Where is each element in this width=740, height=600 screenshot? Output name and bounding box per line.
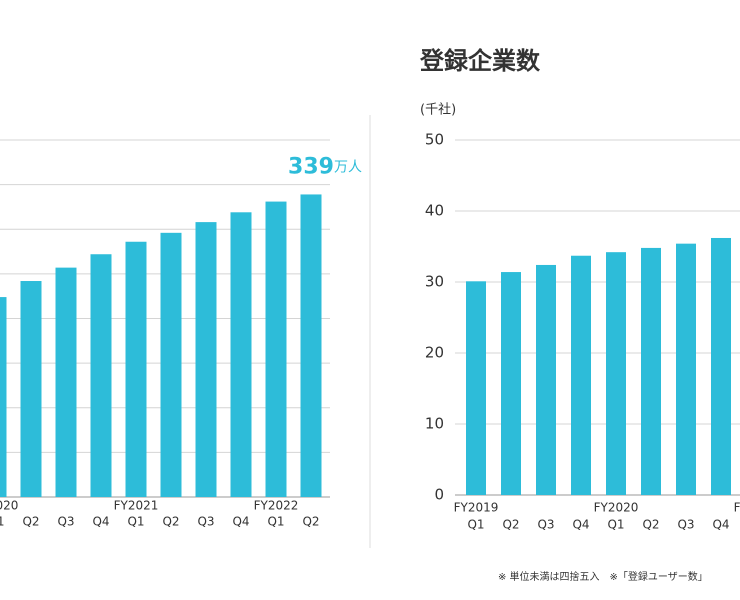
x-tick-label: Q2: [22, 515, 39, 529]
bar: [711, 237, 731, 496]
bar: [501, 272, 521, 495]
x-tick-label: Q1: [127, 515, 144, 529]
x-group-label: FY2021: [734, 501, 740, 515]
bar: [300, 194, 322, 497]
x-tick-label: Q4: [712, 518, 729, 532]
x-tick-label: Q2: [162, 515, 179, 529]
y-tick-label: 20: [425, 344, 444, 362]
x-group-label: FY2020: [0, 499, 18, 513]
y-tick-label: 10: [425, 415, 444, 433]
x-tick-label: Q3: [537, 518, 554, 532]
y-tick-label: 50: [425, 131, 444, 149]
x-tick-label: Q2: [502, 518, 519, 532]
x-group-label: FY2022: [254, 499, 299, 513]
x-group-label: FY2019: [454, 501, 499, 515]
footnote: ※ 単位未満は四捨五入 ※「登録ユーザー数」: [498, 570, 708, 583]
x-tick-label: Q4: [572, 518, 589, 532]
x-tick-label: Q1: [607, 518, 624, 532]
bar: [606, 252, 626, 495]
x-tick-label: Q4: [92, 515, 109, 529]
bar: [641, 247, 661, 495]
x-tick-label: Q3: [57, 515, 74, 529]
x-tick-label: Q1: [267, 515, 284, 529]
bar: [90, 254, 112, 497]
bar: [676, 243, 696, 495]
x-tick-label: Q3: [677, 518, 694, 532]
bar: [265, 201, 287, 497]
x-tick-label: Q2: [302, 515, 319, 529]
unit-label: (千社): [420, 102, 456, 118]
bar: [160, 232, 182, 497]
bar: [571, 255, 591, 495]
value-label: 339万人: [288, 154, 362, 179]
x-group-label: FY2021: [114, 499, 159, 513]
x-tick-label: Q4: [232, 515, 249, 529]
x-tick-label: Q2: [642, 518, 659, 532]
y-tick-label: 40: [425, 202, 444, 220]
bar: [536, 264, 556, 495]
bar: [0, 297, 7, 497]
bar: [55, 267, 77, 497]
x-group-label: FY2020: [594, 501, 639, 515]
x-tick-label: Q1: [0, 515, 5, 529]
bar: [466, 281, 486, 495]
chart-title: 登録企業数: [419, 47, 541, 75]
x-tick-label: Q3: [197, 515, 214, 529]
bar: [195, 222, 217, 498]
x-tick-label: Q1: [467, 518, 484, 532]
bar: [20, 281, 42, 497]
y-tick-label: 30: [425, 273, 444, 291]
bar: [230, 212, 252, 498]
bar: [125, 241, 147, 497]
y-tick-label: 0: [434, 486, 444, 504]
